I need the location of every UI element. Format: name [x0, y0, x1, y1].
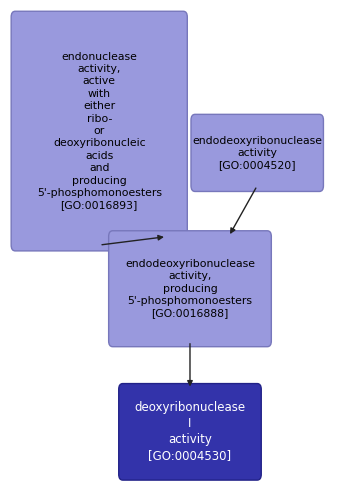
FancyBboxPatch shape [11, 11, 187, 251]
Text: endonuclease
activity,
active
with
either
ribo-
or
deoxyribonucleic
acids
and
pr: endonuclease activity, active with eithe… [37, 51, 162, 210]
Text: endodeoxyribonuclease
activity
[GO:0004520]: endodeoxyribonuclease activity [GO:00045… [192, 136, 322, 170]
FancyBboxPatch shape [109, 231, 271, 346]
Text: endodeoxyribonuclease
activity,
producing
5'-phosphomonoesters
[GO:0016888]: endodeoxyribonuclease activity, producin… [125, 259, 255, 319]
Text: deoxyribonuclease
I
activity
[GO:0004530]: deoxyribonuclease I activity [GO:0004530… [134, 401, 246, 462]
FancyBboxPatch shape [119, 384, 261, 480]
FancyBboxPatch shape [191, 114, 323, 192]
